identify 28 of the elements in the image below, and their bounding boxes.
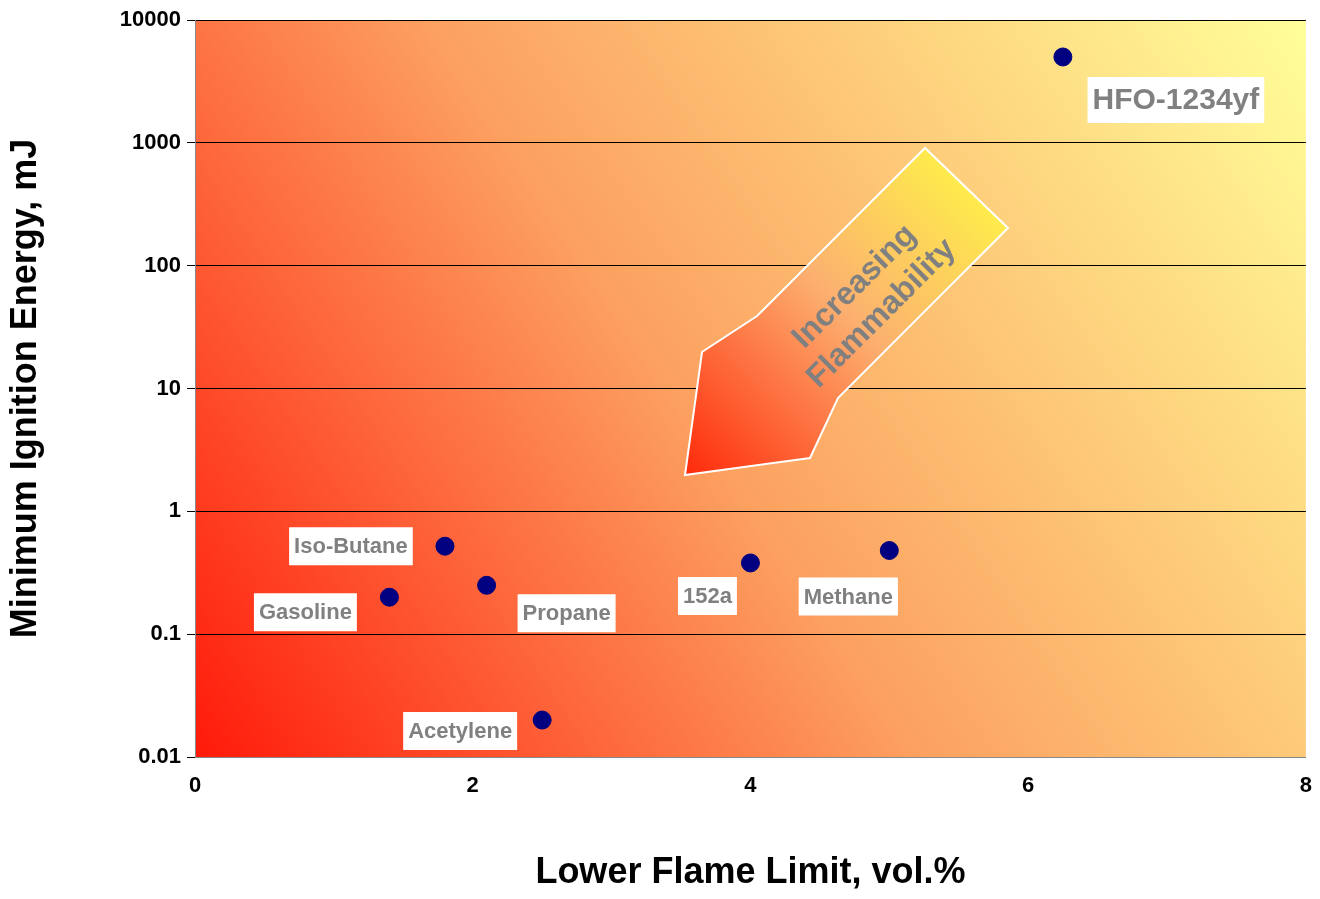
- annotation: 152a: [682, 583, 733, 609]
- annotation: Propane: [522, 600, 611, 626]
- x-axis-title: Lower Flame Limit, vol.%: [535, 850, 966, 892]
- point: [740, 553, 760, 573]
- point: [379, 587, 399, 607]
- y-tick-label: 1000: [132, 128, 181, 154]
- point: [879, 540, 899, 560]
- x-tick-label: 6: [1022, 772, 1035, 798]
- y-tick-label: 0.01: [138, 743, 181, 769]
- x-tick-label: 4: [744, 772, 758, 798]
- y-tick-label: 1: [168, 497, 181, 523]
- point: [532, 710, 552, 730]
- x-tick-label: 0: [188, 772, 202, 798]
- y-tick-label: 10: [156, 374, 181, 400]
- annotation: Iso-Butane: [294, 533, 408, 559]
- point: [477, 575, 497, 595]
- y-tick-label: 0.1: [150, 620, 181, 646]
- annotation: Gasoline: [258, 599, 352, 625]
- annotation: Acetylene: [408, 718, 513, 744]
- point: [435, 536, 455, 556]
- annotation: HFO-1234yf: [1092, 82, 1261, 116]
- x-tick-label: 8: [1299, 772, 1313, 798]
- annotation: Methane: [803, 583, 893, 609]
- x-tick-label: 2: [466, 772, 479, 798]
- point: [1053, 47, 1073, 67]
- y-axis-title: Minimum Ignition Energy, mJ: [2, 138, 44, 639]
- y-tick-label: 10000: [119, 6, 181, 32]
- y-tick-label: 100: [144, 251, 181, 277]
